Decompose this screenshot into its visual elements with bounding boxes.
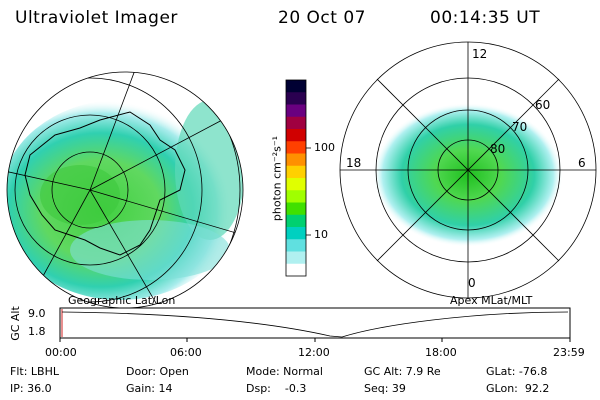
status-glon: GLon: 92.2	[486, 382, 550, 395]
status-filter: Flt: LBHL	[10, 365, 59, 378]
colorbar-tick-100: 100	[314, 141, 335, 154]
gc-alt-xtick-4: 23:59	[553, 346, 585, 359]
status-glat: GLat: -76.8	[486, 365, 548, 378]
left-globe	[7, 72, 243, 308]
mlt-label-6: 6	[578, 156, 586, 170]
colorbar-segment	[286, 141, 306, 154]
colorbar-segment	[286, 251, 306, 265]
colorbar	[286, 80, 306, 277]
status-ip: IP: 36.0	[10, 382, 52, 395]
colorbar-segment	[286, 165, 306, 179]
apex-polar-plot	[339, 41, 597, 299]
colorbar-tick-10: 10	[314, 228, 328, 241]
gc-alt-curve	[61, 311, 569, 338]
gc-alt-axis-label: GC Alt	[8, 306, 22, 341]
colorbar-segment	[286, 153, 306, 167]
mlt-label-0: 0	[468, 276, 476, 290]
colorbar-segment	[286, 104, 306, 118]
colorbar-segment	[286, 214, 306, 228]
right-caption: Apex MLat/MLT	[450, 294, 533, 307]
mlt-label-18: 18	[346, 156, 362, 170]
colorbar-segment	[286, 239, 306, 252]
gc-alt-xtick-1: 06:00	[170, 346, 202, 359]
date-label: 20 Oct 07	[278, 8, 366, 28]
colorbar-segment	[286, 227, 306, 240]
gc-alt-ytick-low: 1.8	[28, 325, 46, 338]
gc-alt-xtick-2: 12:00	[298, 346, 330, 359]
mlat-label-70: 70	[512, 120, 528, 134]
gc-alt-xtick-3: 18:00	[425, 346, 457, 359]
mlat-label-60: 60	[535, 98, 551, 112]
colorbar-segment	[286, 80, 306, 93]
mlt-label-12: 12	[472, 47, 488, 61]
gc-alt-ytick-high: 9.0	[28, 307, 46, 320]
status-dsp: Dsp: -0.3	[246, 382, 307, 395]
status-gc-alt: GC Alt: 7.9 Re	[364, 365, 441, 378]
gc-alt-xtick-0: 00:00	[45, 346, 77, 359]
time-label: 00:14:35 UT	[430, 8, 541, 28]
colorbar-segment	[286, 129, 306, 142]
status-gain: Gain: 14	[126, 382, 173, 395]
colorbar-segment	[286, 263, 306, 277]
colorbar-unit: photon cm⁻²s⁻¹	[270, 135, 284, 222]
left-caption: Geographic Lat/Lon	[68, 294, 176, 307]
antarctica-outline	[24, 111, 186, 256]
status-mode: Mode: Normal	[246, 365, 323, 378]
colorbar-segment	[286, 190, 306, 203]
colorbar-segment	[286, 202, 306, 216]
mlat-label-80: 80	[490, 142, 506, 156]
colorbar-segment	[286, 92, 306, 105]
status-door: Door: Open	[126, 365, 189, 378]
status-seq: Seq: 39	[364, 382, 406, 395]
colorbar-segment	[286, 178, 306, 191]
colorbar-segment	[286, 116, 306, 130]
app-title: Ultraviolet Imager	[15, 8, 178, 28]
